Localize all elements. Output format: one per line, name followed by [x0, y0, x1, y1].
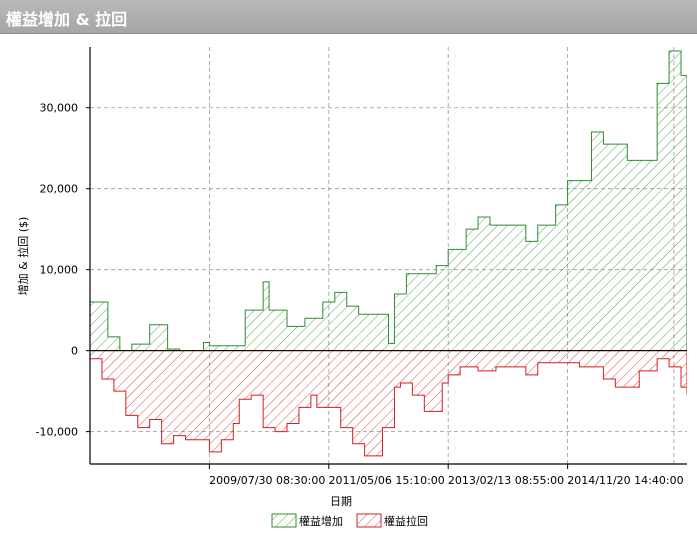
y-tick-label: 0 [71, 345, 78, 358]
y-tick-label: 20,000 [40, 183, 79, 196]
chart-title: 權益增加 & 拉回 [6, 10, 128, 29]
x-axis-label: 日期 [330, 495, 352, 508]
equity-drawdown-area [90, 350, 687, 457]
chart-title-bar: 權益增加 & 拉回 [0, 0, 697, 34]
y-tick-label: 30,000 [40, 102, 79, 115]
legend-label: 權益增加 [299, 514, 343, 528]
axes [86, 47, 687, 469]
x-tick-label: 2013/02/13 08:55:00 [448, 474, 564, 487]
y-tick-label: -10,000 [36, 426, 78, 439]
legend-label: 權益拉回 [384, 514, 428, 528]
x-tick-label: 2011/05/06 15:10:00 [328, 474, 444, 487]
legend: 權益增加 權益拉回 [271, 513, 428, 528]
legend-swatch [356, 513, 382, 528]
y-axis-label: 增加 & 拉回 ($) [16, 217, 30, 296]
x-tick-label: 2009/07/30 08:30:00 [209, 474, 325, 487]
x-tick-label: 2014/11/20 14:40:00 [567, 474, 683, 487]
legend-swatch [271, 513, 297, 528]
y-tick-label: 10,000 [40, 264, 79, 277]
equity-gain-area [90, 50, 687, 352]
